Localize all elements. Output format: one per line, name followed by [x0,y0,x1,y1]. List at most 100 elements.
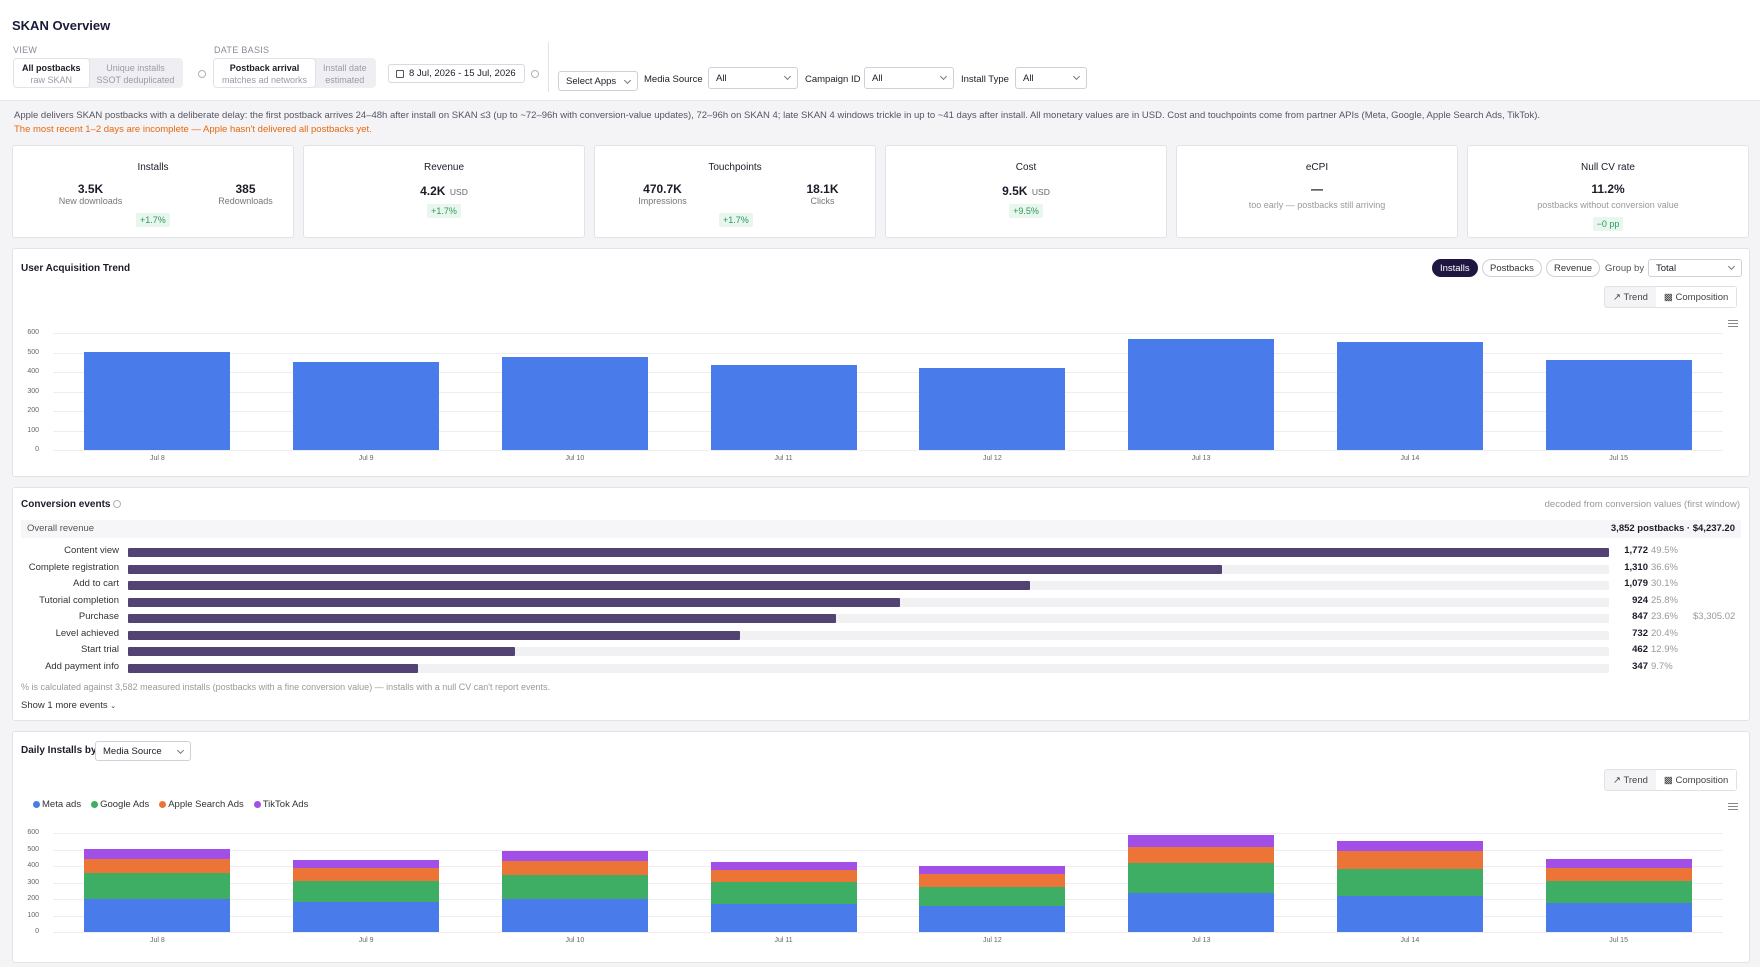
conversion-events-panel: Conversion events decoded from conversio… [12,487,1750,721]
event-bar [128,597,900,607]
y-tick-label: 600 [27,329,39,336]
toggle-trend[interactable]: ↗ Trend [1613,292,1648,303]
bar-segment [1336,896,1483,932]
ua-trend-panel: User Acquisition Trend Installs Postback… [12,248,1750,477]
show-more-events-link[interactable]: Show 1 more events ⌄ [21,700,117,711]
x-tick-label: Jul 14 [1400,937,1420,944]
pill-revenue[interactable]: Revenue [1546,259,1601,277]
date-range-picker[interactable]: 8 Jul, 2026 - 15 Jul, 2026 [388,64,525,83]
event-bar-track [128,564,1609,574]
bar-segment [1545,880,1692,903]
bar [919,368,1066,450]
y-tick-label: 600 [27,829,39,836]
bar-segment [1336,841,1483,851]
kpi-value: 470.7K [643,182,682,196]
kpi-card-installs: Installs 3.5K New downloads 385 Redownlo… [12,145,294,238]
bar-segment [501,860,648,875]
event-count: 1,079 [1624,578,1648,589]
daily-stacked-bar-chart: 0 100 200 300 400 500 600 Jul 8 Jul 9 Jul 10 Jul 1… [13,732,1751,964]
legend-label: TikTok Ads [262,799,309,810]
event-count: 1,772 [1624,545,1648,556]
legend-swatch [91,801,99,808]
daily-dimension-select[interactable]: Media Source [95,741,191,761]
kpi-delta-badge: +1.7% [136,213,170,227]
date-basis-postback-option[interactable]: Postback arrival matches ad networks [214,59,316,87]
kpi-value: 9.5K [1002,184,1028,198]
gridline [53,932,1723,933]
bar [1336,342,1483,450]
view-all-postbacks-option[interactable]: All postbacks raw SKAN [14,59,89,87]
info-icon[interactable] [113,500,122,508]
kpi-delta-badge: +1.7% [427,204,461,218]
gridline [53,372,1723,373]
kpi-title: Revenue [423,162,465,173]
chart-menu-icon[interactable] [1728,803,1738,810]
group-by-select[interactable]: Total [1648,259,1742,277]
gridline [53,450,1723,451]
x-tick-label: Jul 12 [983,455,1002,462]
kpi-note: too early — postbacks still arriving [1248,200,1386,210]
bar-segment [710,861,857,871]
event-bar [128,614,836,623]
bar-segment [1336,868,1483,897]
x-tick-label: Jul 15 [1609,455,1628,462]
event-percent: 23.6% [1651,611,1678,622]
event-percent: 25.8% [1651,594,1678,606]
bar-segment [1128,892,1275,932]
x-tick-label: Jul 13 [1191,937,1211,944]
x-tick-label: Jul 9 [358,455,374,462]
kpi-unit: USD [1031,187,1050,197]
pill-installs[interactable]: Installs [1432,259,1478,277]
view-info-icon[interactable] [198,70,206,78]
bar [710,364,857,450]
gridline [53,899,1723,900]
event-name: Add to cart [73,578,119,589]
chevron-down-icon [783,72,792,81]
bar-segment [293,880,440,903]
bar-segment [1545,902,1692,932]
gridline [53,391,1723,393]
event-name: Content view [64,545,119,556]
bar-segment [501,899,648,932]
select-apps-dropdown[interactable]: Select Apps [558,71,638,91]
bar-segment [1545,858,1692,869]
install-type-select[interactable]: All [1015,67,1087,89]
x-tick-label: Jul 8 [149,455,165,462]
delay-info-text: Apple delivers SKAN postbacks with a del… [14,110,1541,121]
media-source-select[interactable]: All [708,67,798,89]
pill-postbacks[interactable]: Postbacks [1482,259,1542,277]
bar-segment [501,851,648,861]
kpi-title: eCPI [1305,162,1329,173]
toggle-trend[interactable]: ↗ Trend [1613,775,1648,786]
kpi-title: Cost [1015,162,1037,173]
gridline [53,411,1723,412]
view-unique-installs-option[interactable]: Unique installs SSOT deduplicated [96,63,175,85]
kpi-title: Null CV rate [1581,162,1635,173]
chevron-down-icon [623,76,632,85]
bar-segment [84,858,231,874]
chart-menu-icon[interactable] [1728,320,1738,327]
kpi-card-ecpi: eCPI — too early — postbacks still arriv… [1176,145,1458,238]
event-bar-track [128,581,1609,590]
date-basis-segmented-control: Postback arrival matches ad networks Ins… [213,58,376,88]
toggle-composition[interactable]: ▩ Composition [1655,770,1737,790]
toggle-composition[interactable]: ▩ Composition [1655,287,1737,307]
campaign-id-select[interactable]: All [864,67,954,89]
bar-segment [84,899,231,932]
bar-segment [293,902,440,932]
ua-view-toggle: ↗ Trend ▩ Composition [1604,286,1738,308]
overall-value: 3,852 postbacks · $4,237.20 [1610,523,1735,534]
legend-item: Apple Search Ads [159,799,244,810]
y-tick-label: 100 [27,911,39,919]
conversion-event-row: Add to cart 1,079 30.1% [13,577,1749,593]
x-tick-label: Jul 10 [565,937,585,944]
date-info-icon[interactable] [531,70,539,78]
gridline [53,430,1723,432]
chart-legend: Meta ads Google Ads Apple Search Ads TikTok… [33,799,318,810]
group-by-label: Group by [1605,263,1645,274]
bar-segment [1336,850,1483,869]
kpi-label: Clicks [810,196,835,206]
y-tick-label: 500 [27,845,39,853]
date-basis-install-option[interactable]: Install date estimated [323,63,367,85]
overall-revenue-row: Overall revenue 3,852 postbacks · $4,237… [21,520,1741,538]
